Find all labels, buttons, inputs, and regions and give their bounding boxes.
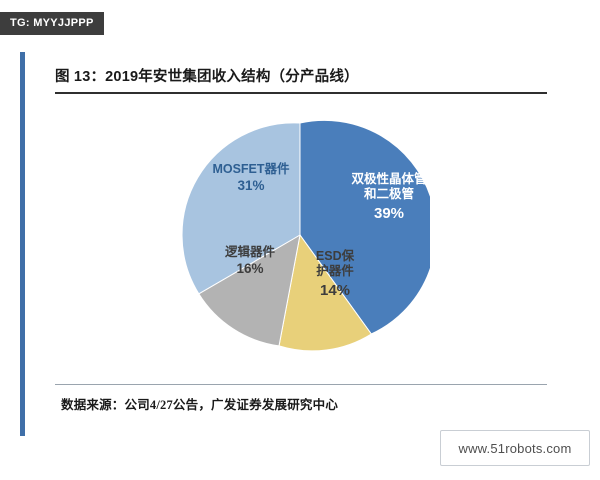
telegram-watermark-badge: TG: MYYJJPPP (0, 12, 104, 35)
site-watermark-label: www.51robots.com (458, 440, 572, 456)
page-title: 2019年安世集团收入结构（分产品线） (105, 68, 359, 85)
site-watermark: www.51robots.com (440, 430, 590, 466)
title-divider (55, 92, 547, 94)
pie-slice-mosfet (181, 122, 301, 295)
figure-number: 图 13： (55, 68, 106, 85)
source-note: 数据来源：公司4/27公告，广发证券发展研究中心 (61, 398, 339, 412)
footer-divider (55, 384, 547, 385)
pie-slice-logic (198, 234, 301, 347)
figure-title-row: 图 13： 2019年安世集团收入结构（分产品线） (55, 59, 545, 91)
pie-slice-bipolar (299, 119, 430, 335)
pie-chart-svg (181, 119, 430, 352)
pie-chart: 双极性晶体管 和二极管 39% ESD保 护器件 14% 逻辑器件 16% MO… (25, 100, 573, 380)
card-accent-bar (20, 52, 25, 436)
pie-slice-esd (278, 233, 373, 352)
figure-card: 图 13： 2019年安世集团收入结构（分产品线） 双极性晶体管 和二极管 39… (25, 52, 573, 436)
telegram-watermark-label: TG: MYYJJPPP (10, 17, 94, 29)
